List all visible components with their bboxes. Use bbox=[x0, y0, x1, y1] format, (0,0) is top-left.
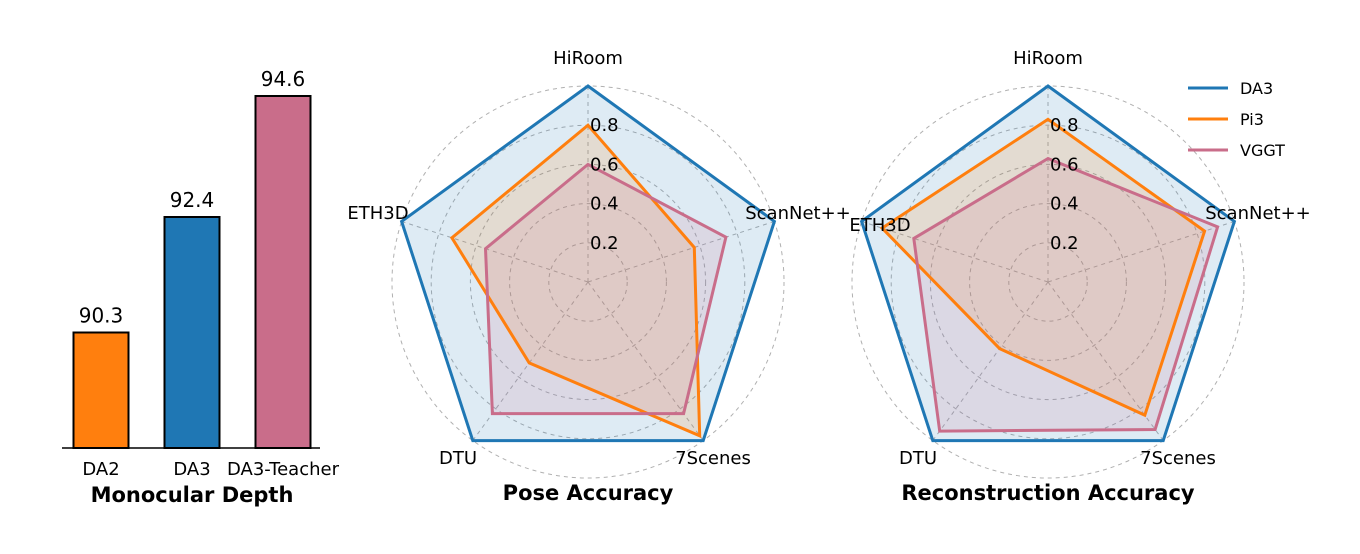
bar-series bbox=[72, 95, 312, 449]
radar-grid-ring bbox=[929, 163, 1167, 401]
bar-value-label: 92.4 bbox=[170, 188, 215, 212]
legend-label-pi3: Pi3 bbox=[1240, 110, 1264, 129]
legend-label-da3: DA3 bbox=[1240, 79, 1273, 98]
radar-reconstruction-title: Reconstruction Accuracy bbox=[901, 481, 1195, 505]
radar-axis-label-eth3d: ETH3D bbox=[347, 203, 408, 224]
radar-fill-vggt bbox=[485, 164, 726, 414]
radar-series-vggt bbox=[912, 156, 1220, 433]
radar-axis-label-eth3d: ETH3D bbox=[849, 215, 910, 236]
radar-axis-label-scannet: ScanNet++ bbox=[745, 203, 851, 224]
radar-rtick-label: 0.2 bbox=[1050, 233, 1079, 254]
bar-chart-monocular-depth: DA2 DA3 DA3-Teacher 90.3 92.4 94.6 Monocular… bbox=[62, 67, 340, 507]
radar-rtick-label: 0.6 bbox=[1050, 154, 1079, 175]
bar-chart-title: Monocular Depth bbox=[91, 483, 294, 507]
radar-spoke bbox=[587, 220, 775, 283]
radar-spoke bbox=[861, 220, 1049, 283]
radar-rtick-label: 0.6 bbox=[590, 154, 619, 175]
bar-da3-teacher bbox=[254, 95, 312, 449]
radar-grid-ring bbox=[890, 124, 1206, 440]
legend-label-vggt: VGGT bbox=[1240, 141, 1285, 160]
radar-axis-label-7scenes: 7Scenes bbox=[675, 448, 751, 469]
radar-axis-label-dtu: DTU bbox=[899, 448, 937, 469]
bar-value-label: 94.6 bbox=[261, 67, 306, 91]
radar-grid-ring bbox=[1008, 242, 1088, 322]
radar-grid-ring bbox=[548, 242, 628, 322]
radar-grid-ring bbox=[509, 203, 667, 361]
bar-tick-label: DA2 bbox=[82, 459, 119, 480]
radar-series-vggt bbox=[483, 162, 728, 416]
radar-spoke bbox=[932, 281, 1049, 441]
radar-fill-vggt bbox=[913, 158, 1218, 432]
radar-axis-label-hiroom: HiRoom bbox=[553, 48, 623, 69]
bar-da3 bbox=[163, 216, 221, 449]
radar-axis-label-dtu: DTU bbox=[439, 448, 477, 469]
radar-pose-title: Pose Accuracy bbox=[503, 481, 674, 505]
radar-rtick-label: 0.8 bbox=[1050, 115, 1079, 136]
radar-chart-pose-accuracy: 0.2 0.4 0.6 0.8 HiRoom ScanNet++ 7Scenes DTU ETH… bbox=[347, 48, 851, 479]
radar-series-da3 bbox=[399, 84, 777, 443]
bar-value-label: 90.3 bbox=[79, 304, 124, 328]
radar-axis-label-7scenes: 7Scenes bbox=[1140, 448, 1216, 469]
legend: DA3 Pi3 VGGT bbox=[1188, 79, 1285, 160]
radar-grid-ring bbox=[969, 203, 1127, 361]
bar-da2 bbox=[72, 331, 130, 449]
radar-axis-label-hiroom: HiRoom bbox=[1013, 48, 1083, 69]
radar-fill-pi3 bbox=[882, 119, 1205, 416]
radar-rtick-label: 0.8 bbox=[590, 115, 619, 136]
radar-axis-label-scannet: ScanNet++ bbox=[1205, 203, 1311, 224]
bar-tick-label: DA3-Teacher bbox=[227, 459, 340, 480]
bar-value-labels: 90.3 92.4 94.6 bbox=[79, 67, 306, 328]
radar-fill-da3 bbox=[861, 86, 1235, 441]
radar-series-da3 bbox=[859, 84, 1237, 443]
radar-rtick-label: 0.4 bbox=[590, 194, 619, 215]
radar-spoke bbox=[401, 220, 589, 283]
bar-tick-label: DA3 bbox=[173, 459, 210, 480]
radar-chart-reconstruction-accuracy: 0.2 0.4 0.6 0.8 HiRoom ScanNet++ 7Scenes DTU ETH… bbox=[849, 48, 1311, 479]
radar-fill-pi3 bbox=[451, 125, 700, 436]
radar-rtick-label: 0.4 bbox=[1050, 194, 1079, 215]
radar-rtick-label: 0.2 bbox=[590, 233, 619, 254]
radar-series-pi3 bbox=[449, 123, 702, 439]
bar-tick-labels: DA2 DA3 DA3-Teacher bbox=[82, 459, 339, 480]
radar-fill-da3 bbox=[401, 86, 775, 441]
